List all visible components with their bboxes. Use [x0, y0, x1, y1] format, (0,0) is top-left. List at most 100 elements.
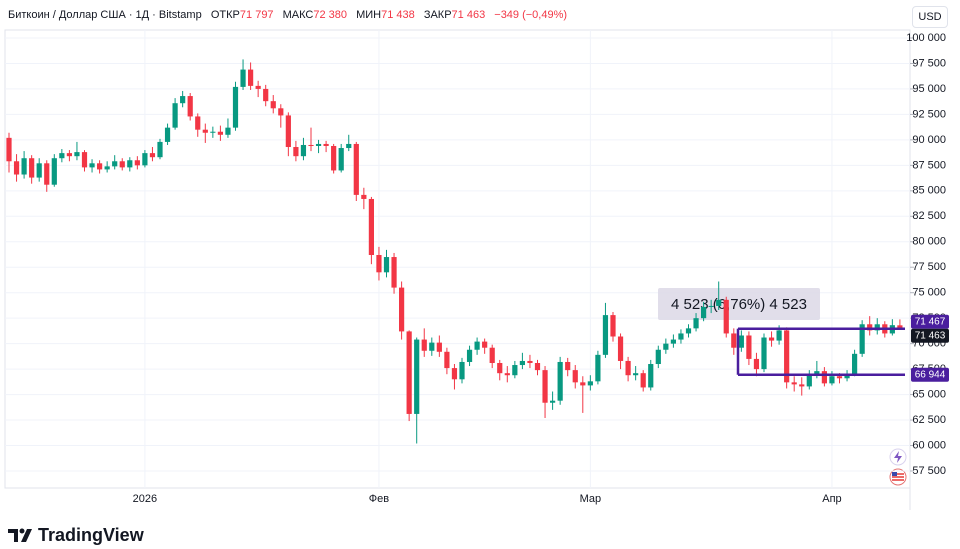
price-label: 71 463: [915, 330, 946, 341]
candle-body: [685, 328, 692, 334]
candle-body: [542, 370, 548, 403]
candle-body: [315, 143, 322, 146]
candle-body: [821, 371, 827, 384]
candle-body: [738, 335, 744, 348]
candle-body: [127, 160, 133, 168]
x-tick-label: Апр: [822, 493, 841, 505]
candle-body: [504, 373, 510, 376]
candle-body: [104, 166, 110, 170]
ohlc-label: ЗАКР: [423, 9, 452, 21]
candle-body: [655, 349, 661, 365]
candle-body: [44, 163, 50, 185]
candle-body: [29, 158, 35, 178]
candle-body: [466, 349, 473, 362]
candle-body: [300, 144, 307, 157]
ohlc-value: 71 438: [381, 9, 415, 21]
candle-body: [210, 131, 216, 133]
candle-body: [248, 69, 254, 86]
price-label: 71 467: [915, 316, 946, 327]
measure-box: [658, 288, 820, 320]
y-tick-label: 77 500: [912, 261, 946, 273]
candle-body: [13, 161, 20, 175]
candle-body: [867, 324, 873, 331]
candle-body: [844, 374, 850, 379]
candle-body: [640, 373, 646, 388]
ohlc-value: 71 797: [239, 9, 274, 21]
candle-body: [414, 339, 420, 414]
candle-body: [195, 116, 201, 130]
candle-body: [368, 198, 374, 256]
price-label: 66 944: [915, 369, 946, 380]
candle-body: [852, 353, 858, 375]
y-tick-label: 92 500: [912, 108, 946, 120]
y-tick-label: 75 000: [912, 287, 946, 299]
price-label-box: [911, 314, 949, 329]
candle-body: [399, 287, 405, 332]
candle-body: [746, 335, 752, 359]
candle-body: [202, 129, 208, 133]
candle-body: [323, 143, 329, 146]
candle-body: [308, 144, 314, 146]
candle-body: [512, 365, 518, 376]
candle-body: [406, 331, 412, 414]
y-tick-label: 60 000: [912, 439, 946, 451]
candle-body: [791, 382, 797, 385]
candle-body: [81, 152, 88, 168]
tradingview-logo: [8, 528, 32, 542]
x-tick-label: Мар: [580, 493, 602, 505]
candle-body: [217, 131, 223, 135]
y-tick-label: 87 500: [912, 159, 946, 171]
candle-body: [829, 376, 835, 384]
y-tick-label: 80 000: [912, 236, 946, 248]
candle-body: [693, 318, 699, 329]
ohlc-label: ОТКР: [210, 9, 240, 21]
candle-body: [134, 160, 140, 166]
candle-body: [859, 324, 865, 354]
y-tick-label: 57 500: [912, 465, 946, 477]
candle-body: [723, 299, 729, 334]
candle-body: [799, 384, 805, 387]
price-label-box: [911, 328, 949, 343]
candle-body: [814, 371, 820, 375]
symbol-header: Биткоин / Доллар США · 1Д · Bitstamp ОТК…: [8, 9, 573, 21]
candle-body: [97, 163, 103, 170]
candle-body: [164, 127, 171, 142]
y-tick-label: 62 500: [912, 414, 946, 426]
candle-body: [74, 152, 80, 157]
candle-body: [346, 143, 352, 149]
candle-body: [436, 342, 442, 352]
candle-body: [633, 373, 639, 376]
candle-body: [180, 96, 186, 104]
candle-body: [565, 361, 571, 371]
candle-body: [489, 347, 495, 363]
candle-body: [753, 358, 760, 370]
y-tick-label: 82 500: [912, 210, 946, 222]
alert-icon[interactable]: [889, 448, 907, 466]
candle-body: [587, 381, 593, 386]
currency-button[interactable]: USD: [912, 6, 948, 28]
candle-body: [21, 158, 27, 175]
candle-body: [595, 354, 601, 382]
candle-body: [119, 161, 125, 168]
candle-body: [270, 101, 276, 109]
candle-body: [768, 337, 775, 341]
candle-body: [550, 400, 556, 403]
candle-body: [897, 325, 903, 329]
candle-body: [112, 161, 118, 167]
candle-body: [761, 337, 767, 370]
candle-body: [187, 96, 193, 117]
candle-body: [285, 115, 291, 148]
candle-body: [331, 145, 337, 171]
y-tick-label: 90 000: [912, 134, 946, 146]
ohlc-label: МИН: [356, 9, 382, 21]
flag-icon[interactable]: [889, 468, 907, 486]
candle-body: [776, 330, 782, 341]
candle-body: [731, 333, 737, 348]
candle-body: [708, 305, 714, 307]
candle-body: [534, 362, 541, 371]
candle-body: [172, 103, 178, 128]
ohlc-label: МАКС: [282, 9, 314, 21]
candle-body: [240, 69, 246, 87]
